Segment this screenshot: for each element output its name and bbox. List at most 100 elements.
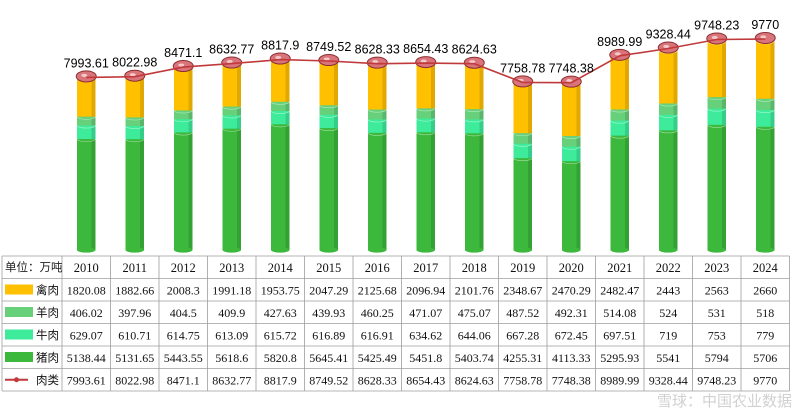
bar-禽肉-2013 bbox=[222, 63, 241, 107]
bar-猪肉-2010 bbox=[77, 139, 96, 250]
tick-label-2013: 2013 bbox=[219, 261, 244, 275]
bar-shade-羊肉-2011 bbox=[140, 117, 144, 126]
data-label-羊肉-2013: 409.9 bbox=[218, 306, 245, 320]
bar-禽肉-2022 bbox=[659, 50, 678, 104]
bar-shade-羊肉-2021 bbox=[625, 109, 629, 121]
bar-shade-羊肉-2023 bbox=[722, 97, 726, 109]
bar-牛肉-2024 bbox=[756, 109, 775, 127]
bar-shade-禽肉-2013 bbox=[237, 63, 241, 107]
data-label-羊肉-2015: 439.93 bbox=[312, 306, 345, 320]
total-label-2021: 8989.99 bbox=[597, 35, 642, 49]
legend-key-marker-肉类 bbox=[14, 377, 19, 383]
data-label-牛肉-2022: 719 bbox=[659, 329, 677, 343]
legend-key-牛肉 bbox=[5, 329, 33, 340]
total-label-2018: 8624.63 bbox=[452, 43, 497, 57]
bar-shade-羊肉-2019 bbox=[528, 133, 532, 144]
bar-base-2017 bbox=[416, 247, 435, 253]
bar-猪肉-2016 bbox=[368, 132, 387, 250]
bar-禽肉-2011 bbox=[125, 76, 144, 118]
data-label-禽肉-2017: 2096.94 bbox=[406, 284, 445, 298]
bar-shade-禽肉-2015 bbox=[334, 61, 338, 106]
unit-label: 单位：万吨 bbox=[5, 260, 63, 274]
bar-shade-牛肉-2011 bbox=[140, 125, 144, 140]
legend-label-肉类: 肉类 bbox=[36, 373, 59, 387]
total-label-2022: 9328.44 bbox=[646, 28, 691, 42]
bar-禽肉-2017 bbox=[416, 63, 435, 109]
bar-shade-禽肉-2014 bbox=[285, 59, 290, 102]
bar-shade-牛肉-2020 bbox=[576, 146, 581, 162]
bar-羊肉-2013 bbox=[222, 106, 241, 116]
tick-label-2010: 2010 bbox=[74, 261, 99, 275]
bar-base-2014 bbox=[271, 247, 290, 253]
tick-label-2020: 2020 bbox=[559, 261, 584, 275]
tick-label-2024: 2024 bbox=[753, 261, 779, 275]
data-label-猪肉-2012: 5443.55 bbox=[164, 351, 203, 365]
bar-牛肉-2016 bbox=[368, 119, 387, 133]
data-label-猪肉-2014: 5820.8 bbox=[264, 351, 297, 365]
bar-shade-禽肉-2012 bbox=[188, 67, 193, 111]
total-label-2017: 8654.43 bbox=[403, 42, 448, 56]
bar-禽肉-2018 bbox=[465, 63, 484, 110]
meat-icon-fat bbox=[663, 44, 670, 49]
bar-猪肉-2015 bbox=[319, 128, 338, 250]
bar-shade-禽肉-2023 bbox=[722, 41, 726, 98]
data-label-牛肉-2024: 779 bbox=[756, 329, 774, 343]
bar-猪肉-2011 bbox=[125, 139, 144, 250]
meat-icon-fat bbox=[711, 35, 718, 40]
bar-羊肉-2014 bbox=[271, 101, 290, 111]
data-label-羊肉-2017: 471.07 bbox=[409, 306, 442, 320]
total-label-2020: 7748.38 bbox=[549, 62, 594, 76]
data-label-禽肉-2011: 1882.66 bbox=[115, 284, 154, 298]
meat-icon-fat bbox=[81, 73, 88, 77]
data-label-猪肉-2017: 5451.8 bbox=[409, 351, 442, 365]
data-label-禽肉-2019: 2348.67 bbox=[503, 284, 542, 298]
bar-shade-羊肉-2022 bbox=[673, 103, 678, 115]
tick-label-2015: 2015 bbox=[316, 261, 341, 275]
meat-icon-fat bbox=[226, 59, 233, 64]
total-label-2010: 7993.61 bbox=[64, 56, 109, 70]
total-value-labels: 7993.61 8022.98 8471.1 8632.77 8817.9 8749.52… bbox=[64, 18, 780, 76]
data-label-羊肉-2010: 406.02 bbox=[70, 306, 103, 320]
data-label-羊肉-2018: 475.07 bbox=[458, 306, 491, 320]
legend-key-禽肉 bbox=[5, 284, 33, 295]
bar-禽肉-2014 bbox=[271, 59, 290, 102]
bar-羊肉-2018 bbox=[465, 109, 484, 120]
meat-icon-fat bbox=[372, 60, 379, 64]
total-line bbox=[86, 38, 766, 84]
bar-base-2022 bbox=[659, 247, 678, 253]
data-label-猪肉-2011: 5131.65 bbox=[115, 351, 154, 365]
legend-label-猪肉: 猪肉 bbox=[36, 352, 59, 365]
bar-羊肉-2022 bbox=[659, 103, 678, 115]
bar-牛肉-2020 bbox=[562, 146, 581, 162]
bar-shade-禽肉-2018 bbox=[479, 63, 484, 110]
bar-base-2016 bbox=[368, 247, 387, 253]
data-label-猪肉-2016: 5425.49 bbox=[358, 351, 397, 365]
bar-shade-羊肉-2010 bbox=[91, 116, 96, 126]
bar-禽肉-2023 bbox=[707, 41, 726, 98]
bar-牛肉-2011 bbox=[125, 125, 144, 140]
data-label-牛肉-2017: 634.62 bbox=[409, 329, 442, 343]
bar-base-2019 bbox=[513, 247, 532, 253]
bar-牛肉-2012 bbox=[174, 119, 193, 133]
data-label-禽肉-2023: 2563 bbox=[705, 284, 729, 298]
data-label-肉类-2024: 9770 bbox=[753, 374, 777, 388]
bar-base-2011 bbox=[125, 247, 144, 253]
bar-shade-猪肉-2012 bbox=[188, 132, 193, 250]
data-label-禽肉-2010: 1820.08 bbox=[67, 284, 106, 298]
data-label-肉类-2013: 8632.77 bbox=[212, 374, 251, 388]
data-label-猪肉-2013: 5618.6 bbox=[215, 351, 248, 365]
bar-禽肉-2021 bbox=[610, 55, 629, 110]
bar-羊肉-2016 bbox=[368, 109, 387, 120]
bar-shade-牛肉-2019 bbox=[528, 143, 532, 159]
bar-羊肉-2023 bbox=[707, 97, 726, 109]
bar-shade-猪肉-2020 bbox=[576, 161, 581, 250]
bar-猪肉-2018 bbox=[465, 133, 484, 250]
bar-禽肉-2015 bbox=[319, 61, 338, 106]
bar-禽肉-2024 bbox=[756, 41, 775, 99]
data-table: 单位：万吨 2010 2011 2012 2013 2014 2015 2016 2017 201… bbox=[1, 255, 790, 392]
data-label-禽肉-2022: 2443 bbox=[656, 284, 680, 298]
bar-shade-牛肉-2015 bbox=[334, 114, 338, 129]
meat-icon-fat bbox=[566, 79, 573, 83]
bar-牛肉-2010 bbox=[77, 125, 96, 140]
